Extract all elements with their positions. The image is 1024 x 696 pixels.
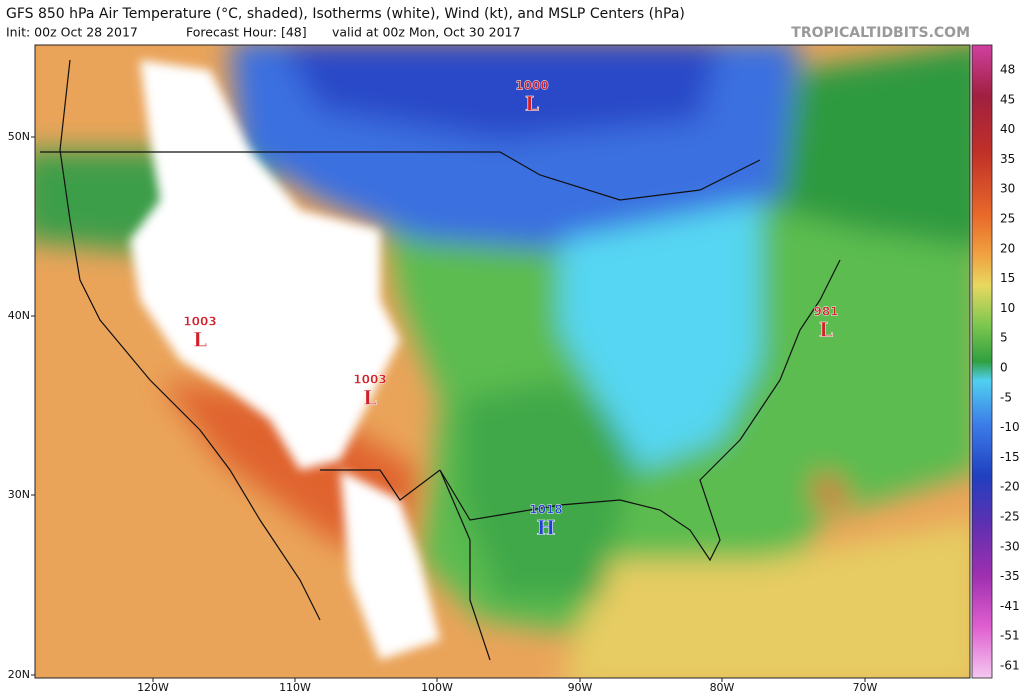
colorbar-label: 20 [1000, 241, 1015, 255]
colorbar-label: -10 [1000, 420, 1020, 434]
colorbar-label: 25 [1000, 212, 1015, 226]
colorbar [971, 44, 993, 679]
pressure-symbol: L [363, 386, 377, 410]
pressure-value: 981 [813, 305, 838, 319]
colorbar-label: 15 [1000, 271, 1015, 285]
colorbar-label: 48 [1000, 63, 1015, 77]
colorbar-label: -5 [1000, 390, 1012, 404]
latitude-label: 50N [8, 130, 30, 143]
map-title: GFS 850 hPa Air Temperature (°C, shaded)… [6, 6, 685, 22]
longitude-label: 90W [568, 681, 593, 694]
colorbar-label: 35 [1000, 152, 1015, 166]
init-time: Init: 00z Oct 28 2017 [6, 25, 138, 40]
longitude-label: 80W [710, 681, 735, 694]
forecast-hour: Forecast Hour: [48] [186, 25, 307, 40]
longitude-label: 120W [137, 681, 169, 694]
colorbar-label: -20 [1000, 480, 1020, 494]
pressure-symbol: H [537, 516, 556, 540]
colorbar-label: 10 [1000, 301, 1015, 315]
latitude-label: 40N [8, 309, 30, 322]
longitude-label: 110W [279, 681, 311, 694]
pressure-value: 1003 [183, 315, 216, 329]
colorbar-label: -41 [1000, 599, 1020, 613]
map-frame [34, 44, 971, 679]
source-credit: TROPICALTIDBITS.COM [791, 25, 970, 41]
pressure-value: 1003 [353, 373, 386, 387]
pressure-symbol: L [525, 92, 539, 116]
colorbar-label: -25 [1000, 510, 1020, 524]
colorbar-label: 40 [1000, 122, 1015, 136]
pressure-value: 1000 [515, 79, 548, 93]
colorbar-label: 0 [1000, 361, 1008, 375]
pressure-symbol: L [819, 318, 833, 342]
pressure-value: 1018 [529, 503, 562, 517]
latitude-label: 20N [8, 668, 30, 681]
temperature-shading [35, 45, 970, 678]
colorbar-label: -51 [1000, 629, 1020, 643]
colorbar-label: -30 [1000, 539, 1020, 553]
longitude-label: 100W [421, 681, 453, 694]
colorbar-label: 45 [1000, 92, 1015, 106]
coastlines-and-borders [40, 59, 841, 661]
terrain-masked-area [130, 60, 440, 660]
map-field [35, 45, 970, 678]
colorbar-label: -35 [1000, 569, 1020, 583]
longitude-label: 70W [853, 681, 878, 694]
colorbar-label: -15 [1000, 450, 1020, 464]
colorbar-label: 30 [1000, 182, 1015, 196]
colorbar-label: 5 [1000, 331, 1008, 345]
colorbar-label: -61 [1000, 659, 1020, 673]
valid-time: valid at 00z Mon, Oct 30 2017 [332, 25, 520, 40]
latitude-label: 30N [8, 488, 30, 501]
pressure-symbol: L [193, 328, 207, 352]
